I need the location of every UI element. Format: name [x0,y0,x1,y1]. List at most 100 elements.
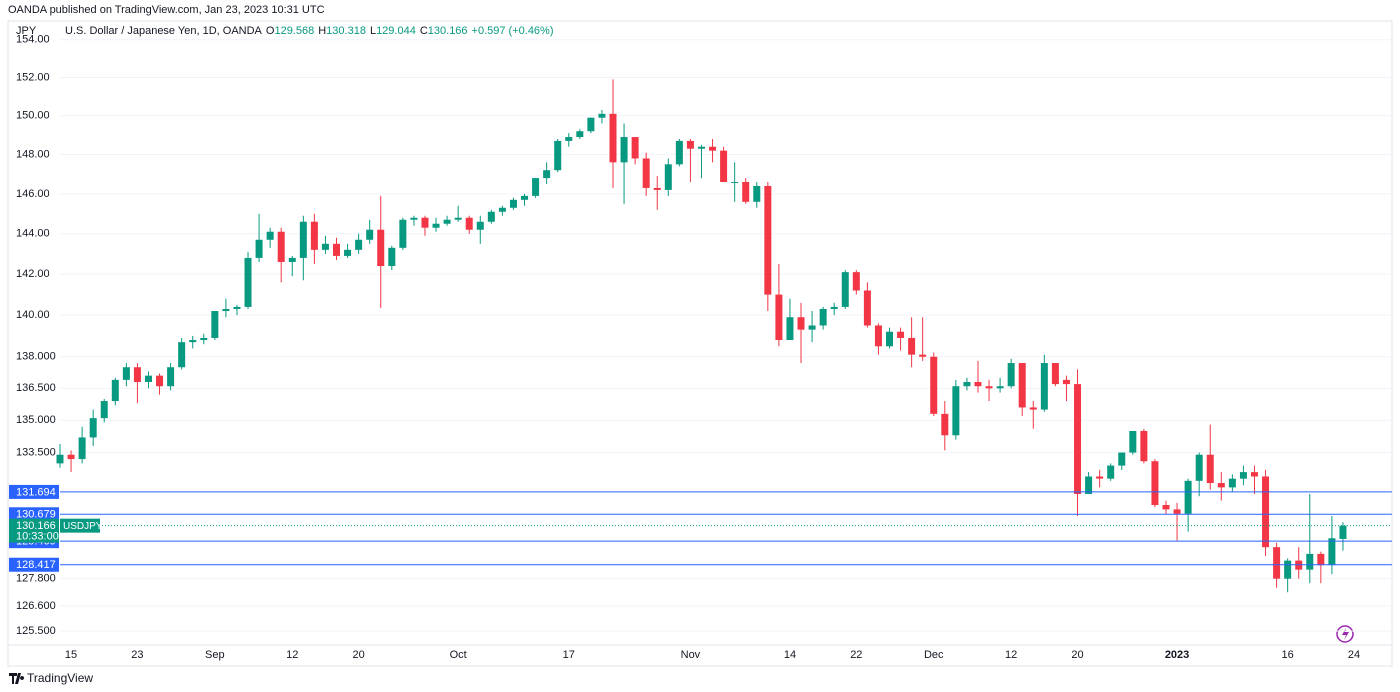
candle-body [277,231,285,262]
price-line-label: 130.679 [16,509,56,521]
legend: U.S. Dollar / Japanese Yen, 1D, OANDA O12… [65,25,554,37]
candle-body [1151,461,1159,505]
tv-logo [9,673,25,684]
publish-header: OANDA published on TradingView.com, Jan … [8,4,325,16]
candle-body [1250,472,1258,477]
x-tick-label: Oct [450,649,467,661]
last-price-label: 130.166 [16,520,56,532]
candle-body [1029,407,1037,410]
candle-body [344,249,352,256]
candle-body [111,379,119,402]
candle-body [321,243,329,250]
candle-body [67,454,75,460]
candle-body [598,113,606,118]
candle-body [1096,476,1104,479]
y-tick-label: 133.500 [16,446,56,458]
last-price-time: 10:33:00 [16,531,59,543]
candle-body [808,325,816,330]
candle-body [742,182,750,202]
last-price-box [9,518,59,543]
y-tick-label: 140.00 [16,309,50,321]
y-tick-label: 126.600 [16,600,56,612]
candle-body [432,223,440,228]
candle-body [1284,560,1292,579]
candle-body [1217,483,1225,488]
candle-body [565,137,573,141]
candle-body [255,239,263,258]
candle-body [1195,454,1203,481]
y-tick-label: 127.800 [16,573,56,585]
y-tick-label: 144.00 [16,228,50,240]
candle-body [366,229,374,240]
candle-body [266,231,274,240]
candle-body [410,217,418,220]
candle-body [653,187,661,190]
y-tick-label: 142.00 [16,268,50,280]
candle-body [443,219,451,224]
candle-body [299,221,307,258]
candle-body [587,117,595,132]
legend-change: +0.597 (+0.46%) [472,25,554,37]
candle-body [642,158,650,188]
candle-body [764,185,772,295]
x-tick-label: 24 [1348,649,1360,661]
legend-key: L [370,25,376,37]
candle-body [941,413,949,436]
x-tick-label: 2023 [1165,649,1189,661]
x-tick-label: 20 [1071,649,1083,661]
x-tick-label: Dec [924,649,944,661]
footer-brand: TradingView [27,671,93,685]
candle-body [498,207,506,212]
candle-body [233,306,241,309]
x-tick-label: 17 [563,649,575,661]
x-tick-label: 12 [286,649,298,661]
candle-body [1018,363,1026,408]
candle-body [1228,478,1236,488]
candle-body [288,257,296,262]
candle-body [996,386,1004,389]
lightning-bolt [1342,628,1349,640]
legend-value: 129.568 [274,25,314,37]
candle-body [1140,430,1148,462]
x-tick-label: 15 [65,649,77,661]
price-line-box [9,484,59,499]
candle-body [144,375,152,382]
candle-body [1328,538,1336,566]
price-line-label: 128.417 [16,559,56,571]
candle-body [797,317,805,330]
candle-body [908,337,916,355]
y-tick-label: 136.500 [16,382,56,394]
candle-body [974,381,982,387]
candle-body [1007,363,1015,387]
candle-body [631,137,639,159]
candle-body [377,229,385,267]
x-tick-label: 14 [784,649,796,661]
candle-body [222,308,230,312]
candle-body [675,140,683,165]
candle-body [786,317,794,341]
y-tick-label: 150.00 [16,110,50,122]
candle-body [952,386,960,436]
symbol-box [60,518,100,533]
candle-body [897,331,905,338]
candle-body [167,367,175,387]
candle-body [852,272,860,291]
x-tick-label: 16 [1282,649,1294,661]
candle-body [697,146,705,149]
y-tick-label: 154.00 [16,34,50,46]
legend-key: H [318,25,326,37]
symbol-label: USDJPY [63,521,103,532]
legend-symbol: U.S. Dollar / Japanese Yen, 1D, OANDA [65,25,263,37]
y-tick-label: 146.00 [16,188,50,200]
price-line-box [9,557,59,572]
lightning-icon[interactable] [1336,625,1354,643]
price-line-label: 131.694 [16,486,56,498]
legend-value: 129.044 [376,25,416,37]
candle-body [200,337,208,341]
candle-body [609,113,617,163]
candle-body [465,217,473,230]
candle-body [731,182,739,184]
candle-body [930,356,938,414]
candle-body [1239,472,1247,479]
